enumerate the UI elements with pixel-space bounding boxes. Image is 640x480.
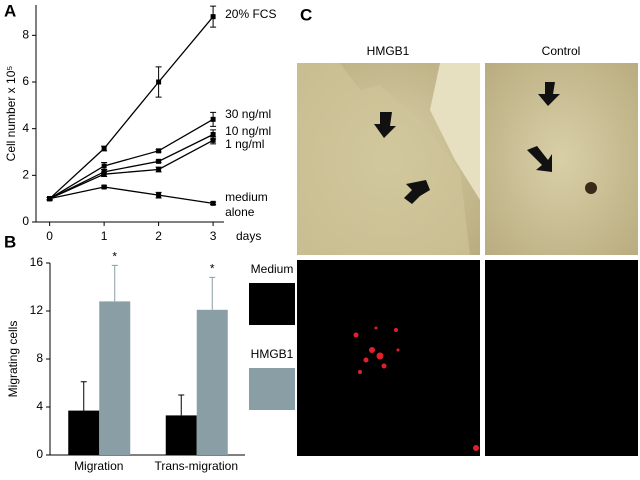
series-label-box: medium alone (225, 190, 268, 220)
x-tick-label: Migration (74, 459, 123, 473)
x-tick-label: 3 (210, 229, 217, 243)
series-line (49, 139, 214, 200)
background (430, 63, 480, 200)
series-label-box: 10 ng/ml (225, 123, 272, 138)
image-title: Control (542, 44, 581, 58)
y-axis-label: Cell number x 10⁵ (4, 66, 18, 162)
image (297, 260, 480, 456)
x-tick-label: 1 (101, 229, 108, 243)
y-tick-label: 6 (22, 74, 29, 88)
series-line (49, 186, 214, 204)
y-axis-label: Migrating cells (6, 321, 20, 398)
series-line (49, 118, 214, 200)
error-bar (155, 159, 162, 163)
y-tick-label: 0 (36, 447, 43, 461)
error-bar (210, 5, 217, 28)
y-tick-label: 12 (30, 303, 44, 317)
significance: * (112, 250, 117, 264)
error-bar (101, 145, 108, 152)
legend-swatch (249, 283, 295, 325)
y-tick-label: 0 (22, 214, 29, 228)
panel-label: C (300, 5, 312, 24)
y-tick-label: 8 (36, 351, 43, 365)
error-bar (210, 111, 217, 127)
x-axis-label: days (236, 229, 261, 243)
error-bar (209, 276, 216, 310)
y-tick-label: 8 (22, 28, 29, 42)
error-bar (210, 136, 217, 145)
series-label-box: 30 ng/ml (225, 107, 272, 122)
error-bar (111, 264, 118, 302)
error-bar (80, 381, 87, 411)
error-bar (155, 66, 162, 98)
series-label-box: 20% FCS (225, 6, 277, 21)
bar (196, 309, 228, 455)
arrow (527, 146, 552, 172)
legend-swatch (249, 368, 295, 410)
image-title: HMGB1 (367, 44, 410, 58)
error-bar (101, 171, 108, 177)
legend-label: Medium (251, 262, 294, 276)
error-bar (101, 185, 108, 189)
micrographs (297, 63, 638, 456)
arrow (538, 82, 560, 106)
bar (165, 415, 197, 455)
bar (99, 301, 131, 455)
series-label: medium alone (225, 190, 268, 220)
series-line (49, 16, 214, 200)
error-bar (46, 197, 53, 201)
bar (68, 410, 100, 455)
error-bar (155, 149, 162, 153)
series-label-box: 1 ng/ml (225, 137, 265, 152)
series-label: 30 ng/ml (225, 107, 272, 122)
series-line (49, 133, 214, 200)
fluorescent-cells (353, 326, 479, 451)
y-tick-label: 2 (22, 168, 29, 182)
arrow (374, 112, 396, 138)
panel-label: B (4, 232, 16, 251)
tissue (297, 63, 470, 255)
series-label: 10 ng/ml (225, 123, 272, 138)
image (485, 63, 638, 255)
spot (585, 182, 597, 194)
significance: * (210, 262, 215, 276)
image (485, 260, 638, 456)
y-tick-label: 4 (36, 399, 43, 413)
y-tick-label: 4 (22, 121, 29, 135)
legend-label: HMGB1 (251, 347, 294, 361)
error-bar (155, 191, 162, 199)
error-bar (178, 394, 185, 416)
error-bar (210, 201, 217, 205)
series-label: 20% FCS (225, 6, 277, 21)
x-tick-label: 0 (46, 229, 53, 243)
series-label: 1 ng/ml (225, 137, 265, 152)
x-tick-label: 2 (155, 229, 162, 243)
x-tick-label: Trans-migration (154, 459, 238, 473)
arrow (404, 180, 430, 204)
panel-label: A (4, 1, 16, 20)
error-bar (155, 166, 162, 173)
y-tick-label: 16 (30, 255, 44, 269)
